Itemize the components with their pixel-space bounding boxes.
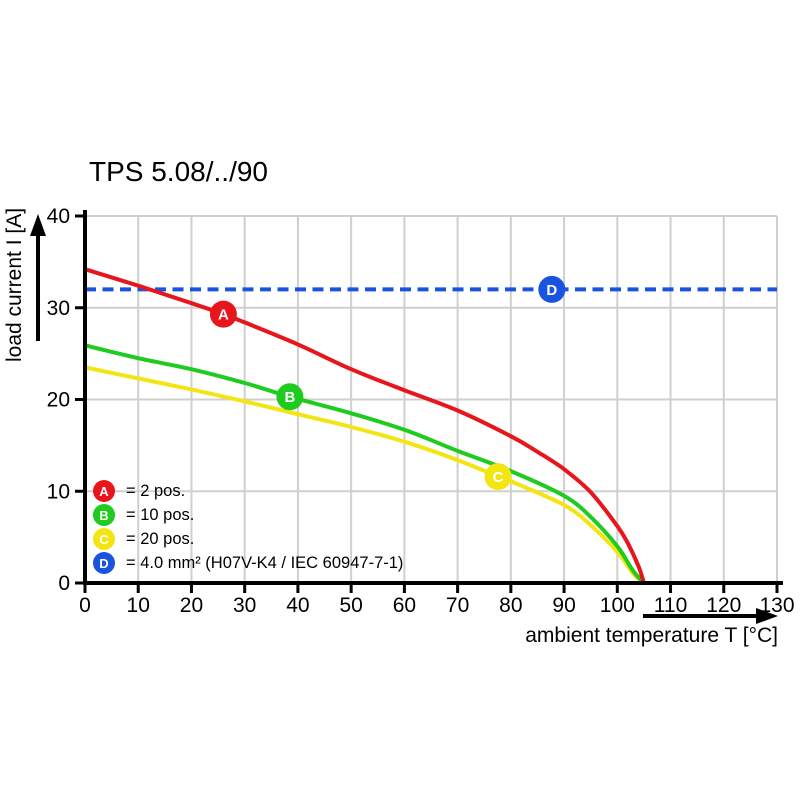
svg-text:80: 80 bbox=[499, 594, 522, 617]
svg-text:D: D bbox=[546, 282, 557, 299]
legend-marker-a-letter: A bbox=[99, 483, 109, 499]
legend-label-b: = 10 pos. bbox=[126, 505, 195, 524]
svg-text:20: 20 bbox=[180, 594, 203, 617]
legend-marker-a-icon: A bbox=[93, 480, 115, 502]
svg-text:40: 40 bbox=[286, 594, 309, 617]
curve-marker-c-icon: C bbox=[484, 463, 512, 491]
legend-marker-b-icon: B bbox=[93, 504, 115, 526]
legend-item-d: D = 4.0 mm² (H07V-K4 / IEC 60947-7-1) bbox=[93, 551, 403, 575]
axes bbox=[75, 210, 783, 593]
legend-marker-c-icon: C bbox=[93, 528, 115, 550]
svg-text:70: 70 bbox=[446, 594, 469, 617]
legend-marker-b-letter: B bbox=[99, 507, 109, 523]
curve-markers: A B C D bbox=[209, 275, 566, 491]
tick-labels: 0 10 20 30 40 50 60 70 80 90 100 110 120 130 0 10 20 30 40 bbox=[47, 205, 795, 617]
svg-text:30: 30 bbox=[233, 594, 256, 617]
chart-legend: A = 2 pos. B = 10 pos. C = 20 pos. D = 4… bbox=[93, 479, 403, 575]
svg-text:C: C bbox=[493, 469, 504, 486]
svg-text:60: 60 bbox=[393, 594, 416, 617]
legend-label-d: = 4.0 mm² (H07V-K4 / IEC 60947-7-1) bbox=[126, 553, 404, 572]
svg-text:120: 120 bbox=[706, 594, 741, 617]
curve-b bbox=[84, 343, 646, 585]
svg-text:A: A bbox=[218, 307, 229, 324]
curve-c bbox=[84, 365, 646, 585]
y-axis-label: load current I [A] bbox=[3, 208, 26, 362]
svg-text:0: 0 bbox=[79, 594, 91, 617]
svg-text:10: 10 bbox=[47, 480, 70, 503]
legend-label-a: = 2 pos. bbox=[126, 481, 186, 500]
legend-label-c: = 20 pos. bbox=[126, 529, 195, 548]
svg-text:110: 110 bbox=[654, 594, 687, 617]
svg-text:10: 10 bbox=[127, 594, 150, 617]
legend-marker-d-icon: D bbox=[93, 552, 115, 574]
legend-item-c: C = 20 pos. bbox=[93, 527, 403, 551]
x-axis-label: ambient temperature T [°C] bbox=[525, 624, 778, 647]
chart-title: TPS 5.08/../90 bbox=[89, 156, 268, 187]
y-axis-arrow-icon bbox=[30, 214, 46, 341]
x-axis-arrow-icon bbox=[643, 608, 778, 624]
svg-text:30: 30 bbox=[47, 297, 70, 320]
svg-text:40: 40 bbox=[47, 205, 70, 228]
svg-text:90: 90 bbox=[552, 594, 575, 617]
legend-item-a: A = 2 pos. bbox=[93, 479, 403, 503]
curve-marker-d-icon: D bbox=[538, 275, 566, 303]
curve-marker-b-icon: B bbox=[276, 383, 304, 411]
legend-marker-c-letter: C bbox=[99, 531, 109, 547]
svg-text:B: B bbox=[285, 389, 296, 406]
svg-text:130: 130 bbox=[759, 594, 794, 617]
legend-marker-d-letter: D bbox=[99, 555, 109, 571]
svg-text:20: 20 bbox=[47, 389, 70, 412]
curve-marker-a-icon: A bbox=[209, 300, 237, 328]
svg-text:0: 0 bbox=[58, 572, 70, 595]
svg-text:50: 50 bbox=[339, 594, 362, 617]
svg-text:100: 100 bbox=[600, 594, 635, 617]
legend-item-b: B = 10 pos. bbox=[93, 503, 403, 527]
